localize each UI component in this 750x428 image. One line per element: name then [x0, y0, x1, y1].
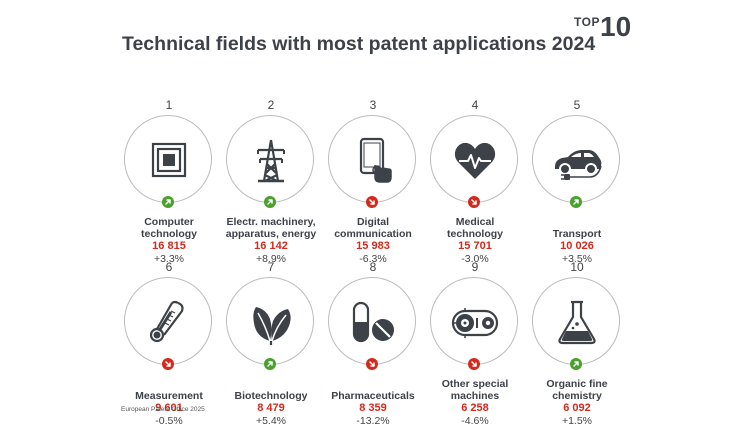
- trend-up-icon: [570, 358, 582, 370]
- rank-number: 10: [512, 260, 642, 274]
- trend-up-icon: [570, 196, 582, 208]
- application-count: 10 026: [512, 240, 642, 253]
- electric-car-icon: [552, 135, 602, 185]
- trend-down-icon: [366, 358, 378, 370]
- icon-circle: [226, 115, 314, 203]
- application-count: 6 092: [512, 402, 642, 415]
- trend-up-icon: [264, 358, 276, 370]
- trend-up-icon: [264, 196, 276, 208]
- field-card: 5 Transport10 026+3.5%: [512, 98, 642, 266]
- field-card: 10 Organic finechemistry6 092+1.5%: [512, 260, 642, 428]
- source-note: European Patent Office 2025: [121, 406, 205, 413]
- icon-circle: [328, 277, 416, 365]
- top-label: TOP: [574, 15, 600, 29]
- trend-down-icon: [162, 358, 174, 370]
- field-name: Organic fine: [512, 378, 642, 390]
- icon-circle: [124, 277, 212, 365]
- icon-circle: [532, 115, 620, 203]
- power-pylon-icon: [246, 135, 296, 185]
- trend-up-icon: [162, 196, 174, 208]
- field-info: Organic finechemistry6 092+1.5%: [512, 378, 642, 428]
- thermometer-icon: [144, 297, 194, 347]
- chip-icon: [144, 135, 194, 185]
- leaves-icon: [246, 297, 296, 347]
- smartphone-touch-icon: [348, 135, 398, 185]
- trend-down-icon: [468, 196, 480, 208]
- heart-pulse-icon: [450, 135, 500, 185]
- icon-circle: [124, 115, 212, 203]
- field-name: chemistry: [512, 390, 642, 402]
- flask-icon: [552, 297, 602, 347]
- field-name: Transport: [512, 228, 642, 240]
- chart-title: Technical fields with most patent applic…: [122, 33, 595, 56]
- trend-down-icon: [366, 196, 378, 208]
- icon-circle: [430, 277, 518, 365]
- conveyor-gear-icon: [450, 297, 500, 347]
- trend-down-icon: [468, 358, 480, 370]
- icon-circle: [532, 277, 620, 365]
- top-number: 10: [600, 12, 631, 42]
- pills-icon: [348, 297, 398, 347]
- icon-circle: [430, 115, 518, 203]
- change-percent: +1.5%: [512, 415, 642, 428]
- rank-number: 5: [512, 98, 642, 112]
- icon-circle: [226, 277, 314, 365]
- icon-circle: [328, 115, 416, 203]
